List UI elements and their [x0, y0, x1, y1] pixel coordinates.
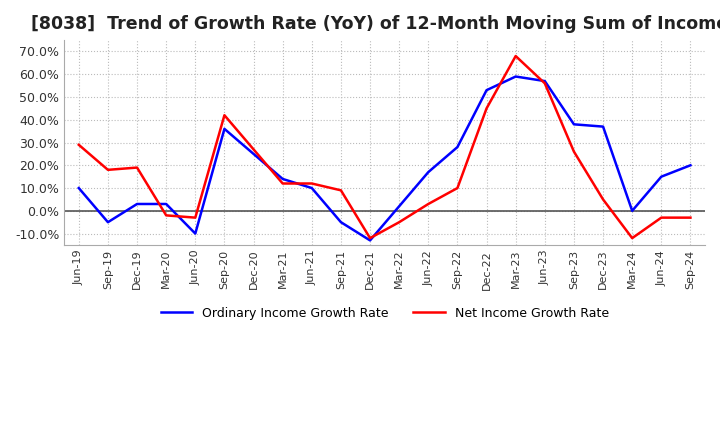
- Line: Ordinary Income Growth Rate: Ordinary Income Growth Rate: [78, 77, 690, 240]
- Net Income Growth Rate: [337, 188, 346, 193]
- Net Income Growth Rate: [162, 213, 171, 218]
- Ordinary Income Growth Rate: [453, 144, 462, 150]
- Ordinary Income Growth Rate: [424, 169, 433, 175]
- Ordinary Income Growth Rate: [220, 126, 229, 132]
- Ordinary Income Growth Rate: [657, 174, 665, 180]
- Ordinary Income Growth Rate: [570, 122, 578, 127]
- Ordinary Income Growth Rate: [686, 163, 695, 168]
- Ordinary Income Growth Rate: [366, 238, 374, 243]
- Net Income Growth Rate: [570, 149, 578, 154]
- Net Income Growth Rate: [686, 215, 695, 220]
- Net Income Growth Rate: [366, 235, 374, 241]
- Net Income Growth Rate: [511, 53, 520, 59]
- Net Income Growth Rate: [657, 215, 665, 220]
- Net Income Growth Rate: [279, 181, 287, 186]
- Net Income Growth Rate: [628, 235, 636, 241]
- Ordinary Income Growth Rate: [541, 78, 549, 84]
- Net Income Growth Rate: [104, 167, 112, 172]
- Ordinary Income Growth Rate: [191, 231, 199, 236]
- Net Income Growth Rate: [453, 185, 462, 191]
- Ordinary Income Growth Rate: [279, 176, 287, 182]
- Line: Net Income Growth Rate: Net Income Growth Rate: [78, 56, 690, 238]
- Net Income Growth Rate: [395, 220, 403, 225]
- Net Income Growth Rate: [74, 142, 83, 147]
- Ordinary Income Growth Rate: [249, 151, 258, 157]
- Ordinary Income Growth Rate: [132, 202, 141, 207]
- Net Income Growth Rate: [249, 147, 258, 152]
- Net Income Growth Rate: [307, 181, 316, 186]
- Net Income Growth Rate: [482, 106, 491, 111]
- Ordinary Income Growth Rate: [628, 208, 636, 213]
- Ordinary Income Growth Rate: [162, 202, 171, 207]
- Net Income Growth Rate: [599, 197, 608, 202]
- Ordinary Income Growth Rate: [482, 88, 491, 93]
- Title: [8038]  Trend of Growth Rate (YoY) of 12-Month Moving Sum of Incomes: [8038] Trend of Growth Rate (YoY) of 12-…: [31, 15, 720, 33]
- Ordinary Income Growth Rate: [104, 220, 112, 225]
- Ordinary Income Growth Rate: [511, 74, 520, 79]
- Legend: Ordinary Income Growth Rate, Net Income Growth Rate: Ordinary Income Growth Rate, Net Income …: [156, 302, 613, 325]
- Net Income Growth Rate: [424, 202, 433, 207]
- Net Income Growth Rate: [132, 165, 141, 170]
- Ordinary Income Growth Rate: [74, 185, 83, 191]
- Net Income Growth Rate: [220, 113, 229, 118]
- Net Income Growth Rate: [541, 81, 549, 86]
- Ordinary Income Growth Rate: [599, 124, 608, 129]
- Ordinary Income Growth Rate: [395, 204, 403, 209]
- Ordinary Income Growth Rate: [307, 185, 316, 191]
- Net Income Growth Rate: [191, 215, 199, 220]
- Ordinary Income Growth Rate: [337, 220, 346, 225]
